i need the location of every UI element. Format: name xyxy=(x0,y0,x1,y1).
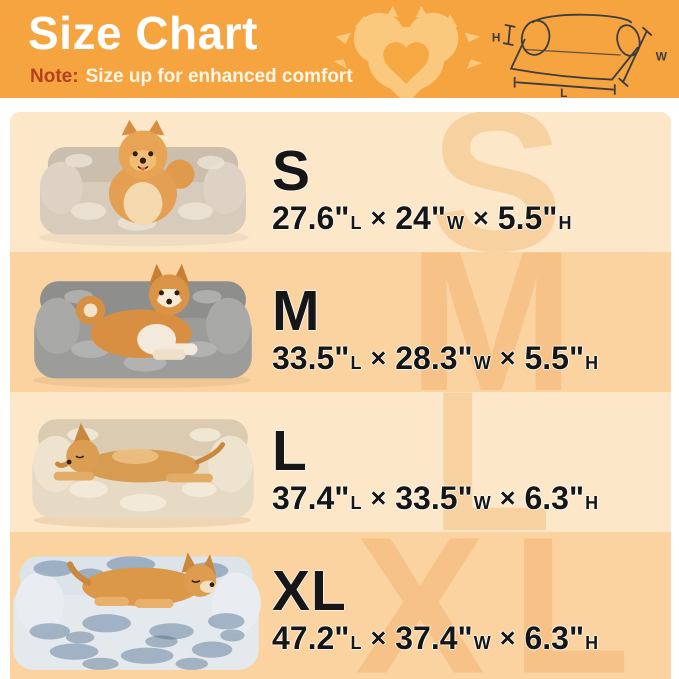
length-unit: L xyxy=(350,493,362,513)
dimensions-text: 47.2"L × 37.4"W × 6.3"H xyxy=(272,620,598,657)
length-value: 33.5" xyxy=(272,340,350,376)
multiply-sign: × xyxy=(370,343,387,373)
length-value: 37.4" xyxy=(272,480,350,516)
width-unit: W xyxy=(473,353,491,373)
height-value: 5.5" xyxy=(524,340,585,376)
width-unit: W xyxy=(473,633,491,653)
width-value: 37.4" xyxy=(395,620,473,656)
watermark-letter-m: M xyxy=(408,252,575,392)
watermark-letter-s: S xyxy=(430,112,564,252)
size-row-s: S xyxy=(10,112,671,252)
dimensions-text: 33.5"L × 28.3"W × 5.5"H xyxy=(272,340,598,377)
product-photo-xlarge xyxy=(13,552,261,670)
note-line: Note: Size up for enhanced comfort xyxy=(30,66,353,88)
size-label: L xyxy=(272,419,308,483)
size-row-l: L xyxy=(10,392,671,532)
size-row-m: M xyxy=(10,252,671,392)
height-value: 5.5" xyxy=(497,200,558,236)
multiply-sign: × xyxy=(370,203,387,233)
bed-dimension-diagram: H W L xyxy=(492,13,668,98)
product-photo-small xyxy=(39,119,249,247)
dimensions-text: 27.6"L × 24"W × 5.5"H xyxy=(272,200,571,237)
fluffy-heart-icon xyxy=(333,6,483,98)
product-photo-large xyxy=(32,419,254,529)
product-photo-medium xyxy=(33,263,252,389)
length-unit: L xyxy=(350,633,362,653)
diagram-length-label: L xyxy=(560,86,567,98)
multiply-sign: × xyxy=(499,623,516,653)
size-label: M xyxy=(272,279,321,343)
multiply-sign: × xyxy=(499,483,516,513)
width-value: 24" xyxy=(395,200,446,236)
multiply-sign: × xyxy=(370,483,387,513)
size-row-xl: XL xyxy=(10,532,671,679)
watermark-letters-xl: XL xyxy=(355,532,657,679)
size-rows-card: S xyxy=(10,112,671,679)
multiply-sign: × xyxy=(499,343,516,373)
width-unit: W xyxy=(447,213,464,233)
size-label: S xyxy=(272,139,312,203)
length-value: 27.6" xyxy=(272,200,350,236)
height-unit: H xyxy=(585,353,599,373)
multiply-sign: × xyxy=(473,203,489,233)
diagram-height-label: H xyxy=(492,30,501,44)
size-label: XL xyxy=(272,559,347,623)
width-value: 28.3" xyxy=(395,340,473,376)
header-banner: Size Chart Note: Size up for enhanced com… xyxy=(0,0,679,98)
height-value: 6.3" xyxy=(524,480,585,516)
page-title: Size Chart xyxy=(28,7,258,59)
note-text: Size up for enhanced comfort xyxy=(85,66,353,87)
length-unit: L xyxy=(350,213,362,233)
width-value: 33.5" xyxy=(395,480,473,516)
watermark-letter-l: L xyxy=(430,392,553,532)
multiply-sign: × xyxy=(370,623,387,653)
length-value: 47.2" xyxy=(272,620,350,656)
width-unit: W xyxy=(473,493,491,513)
height-value: 6.3" xyxy=(524,620,585,656)
dimensions-text: 37.4"L × 33.5"W × 6.3"H xyxy=(272,480,598,517)
diagram-width-label: W xyxy=(656,49,668,63)
height-unit: H xyxy=(585,633,599,653)
note-label: Note: xyxy=(30,66,79,87)
height-unit: H xyxy=(558,213,572,233)
length-unit: L xyxy=(350,353,362,373)
height-unit: H xyxy=(585,493,599,513)
